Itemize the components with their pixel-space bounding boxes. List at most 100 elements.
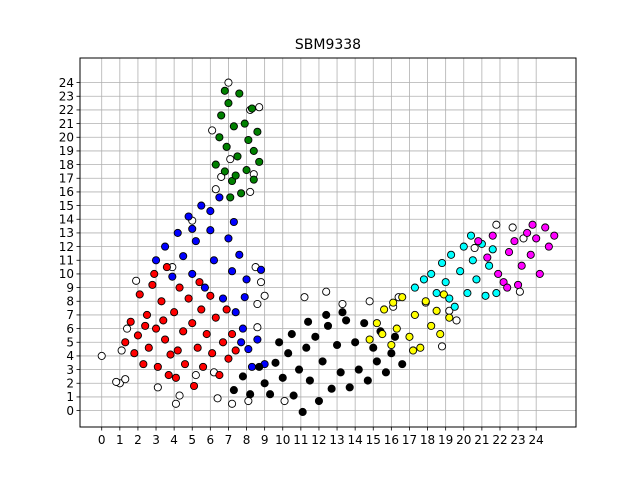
scatter-point [410, 310, 419, 319]
scatter-point [208, 349, 217, 358]
scatter-point [519, 234, 528, 243]
scatter-point [452, 316, 461, 325]
scatter-point [298, 407, 307, 417]
x-tick-label: 13 [329, 433, 344, 447]
scatter-point [231, 308, 240, 317]
scatter-point [217, 172, 226, 181]
scatter-point [432, 306, 441, 315]
scatter-point [508, 223, 517, 232]
scatter-point [354, 365, 363, 374]
scatter-point [322, 287, 331, 296]
scatter-point [164, 371, 173, 380]
scatter-point [229, 217, 238, 227]
scatter-point [369, 343, 378, 352]
scatter-point [360, 319, 369, 328]
y-tick-label: 15 [59, 199, 74, 213]
scatter-point [202, 330, 211, 339]
scatter-point [253, 127, 262, 136]
y-tick-label: 2 [66, 376, 74, 390]
y-tick-label: 0 [66, 404, 74, 418]
scatter-point [447, 250, 456, 259]
scatter-series [410, 231, 501, 311]
scatter-point [253, 335, 262, 344]
y-tick-label: 19 [59, 144, 74, 158]
y-tick-label: 16 [59, 185, 74, 199]
scatter-point [463, 289, 472, 298]
scatter-point [419, 275, 428, 284]
x-tick-label: 12 [311, 433, 326, 447]
scatter-point [287, 330, 296, 339]
scatter-point [217, 111, 226, 120]
scatter-point [161, 335, 170, 344]
scatter-point [184, 294, 193, 303]
scatter-point [535, 269, 544, 278]
scatter-point [249, 146, 258, 155]
scatter-point [150, 269, 159, 278]
scatter-point [206, 226, 215, 235]
scatter-point [517, 261, 526, 270]
scatter-point [218, 338, 228, 347]
scatter-point [229, 122, 238, 131]
scatter-point [249, 175, 258, 184]
y-tick-label: 4 [66, 349, 74, 363]
scatter-point [523, 228, 532, 237]
scatter-point [372, 357, 381, 366]
scatter-point [175, 391, 184, 400]
scatter-point [151, 256, 161, 265]
scatter-point [228, 176, 237, 186]
scatter-point [244, 345, 253, 354]
scatter-point [441, 278, 450, 287]
scatter-point [226, 193, 235, 202]
scatter-point [289, 391, 298, 400]
y-tick-label: 7 [66, 308, 74, 322]
scatter-point [381, 368, 390, 377]
scatter-point [237, 189, 246, 198]
y-tick-label: 8 [66, 294, 74, 308]
scatter-point [338, 308, 347, 317]
scatter-point [390, 332, 400, 341]
scatter-point [492, 289, 501, 298]
scatter-point [199, 362, 208, 371]
scatter-point [191, 237, 200, 246]
scatter-point [153, 383, 162, 392]
x-tick-label: 7 [225, 433, 233, 447]
y-tick-label: 12 [59, 240, 74, 254]
scatter-point [466, 231, 476, 240]
scatter-point [459, 242, 468, 251]
scatter-point [437, 258, 447, 268]
scatter-point [231, 171, 240, 180]
scatter-point [179, 252, 188, 261]
scatter-point [314, 396, 324, 406]
scatter-point [365, 335, 374, 344]
axis-ticks: 0 1 2 3 4 5 6 7 8 9 10 11 12 13 14 15 16 17 18 19 20 21 22 23 24… [59, 76, 544, 447]
scatter-point [235, 250, 244, 259]
scatter-point [117, 346, 126, 355]
scatter-point [410, 283, 419, 292]
scatter-point [322, 310, 331, 319]
scatter-point [450, 302, 459, 311]
scatter-point [332, 340, 342, 350]
x-tick-label: 24 [529, 433, 544, 447]
scatter-point [378, 330, 387, 339]
scatter-point [170, 308, 179, 317]
scatter-point [253, 323, 262, 332]
scatter-point [260, 379, 269, 388]
x-tick-label: 10 [275, 433, 290, 447]
scatter-point [206, 291, 215, 300]
scatter-point [231, 346, 240, 355]
scatter-point [260, 291, 269, 300]
scatter-point [427, 269, 436, 278]
scatter-point [526, 250, 535, 259]
scatter-point [209, 256, 219, 265]
scatter-point [318, 357, 327, 366]
scatter-point [253, 299, 262, 309]
x-tick-label: 22 [492, 433, 507, 447]
scatter-point [228, 399, 237, 408]
y-tick-label: 18 [59, 158, 74, 172]
scatter-point [148, 280, 157, 289]
scatter-point [504, 248, 514, 257]
scatter-point [206, 207, 215, 216]
scatter-point [256, 278, 266, 287]
scatter-point [311, 332, 320, 341]
